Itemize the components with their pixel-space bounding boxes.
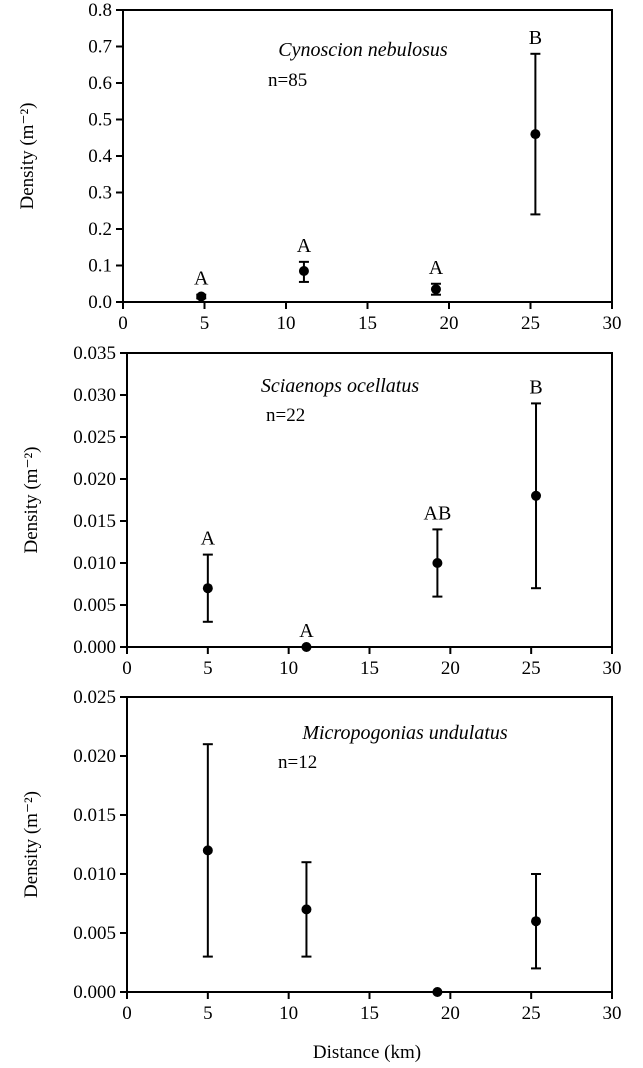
y-tick-label: 0.035: [73, 343, 116, 364]
significance-letter: A: [201, 528, 216, 550]
y-tick-label: 0.010: [73, 553, 116, 574]
significance-letter: B: [529, 27, 542, 49]
y-tick-label: 0.010: [73, 864, 116, 885]
y-tick-label: 0.000: [73, 982, 116, 1003]
x-tick-label: 0: [122, 1003, 132, 1024]
x-tick-label: 15: [360, 1003, 379, 1024]
y-tick-label: 0.020: [73, 746, 116, 767]
data-point: [301, 642, 312, 652]
y-tick-label: 0.025: [73, 687, 116, 708]
x-tick-label: 5: [203, 1003, 213, 1024]
y-tick-label: 0.7: [88, 37, 112, 58]
y-axis-title: Density (m⁻²): [17, 102, 38, 209]
y-tick-label: 0.000: [73, 637, 116, 658]
y-tick-label: 0.1: [88, 256, 112, 277]
significance-letter: AB: [424, 502, 452, 524]
x-tick-label: 10: [279, 658, 298, 679]
y-tick-label: 0.0: [88, 292, 112, 313]
x-tick-label: 25: [522, 1003, 541, 1024]
panel-3: 0.000 0.005 0.010 0.015 0.020 0.025 0 5 10 15 20 25…: [21, 687, 622, 1024]
sample-size-label: n=85: [268, 70, 307, 91]
data-point: [432, 987, 443, 997]
x-tick-label: 25: [521, 313, 540, 334]
data-point: [432, 558, 443, 568]
x-tick-label: 20: [440, 313, 459, 334]
data-point: [531, 490, 542, 501]
x-tick-label: 0: [122, 658, 132, 679]
y-tick-label: 0.015: [73, 805, 116, 826]
x-tick-label: 30: [603, 1003, 622, 1024]
x-axis-title: Distance (km): [313, 1042, 421, 1063]
y-tick-label: 0.3: [88, 183, 112, 204]
y-tick-label: 0.005: [73, 595, 116, 616]
y-axis-title: Density (m⁻²): [21, 446, 42, 553]
panel-2: 0.000 0.005 0.010 0.015 0.020 0.025 0.030 0.035…: [21, 343, 622, 679]
y-tick-label: 0.4: [88, 146, 112, 167]
data-point: [530, 129, 541, 140]
x-tick-label: 15: [360, 658, 379, 679]
x-tick-label: 5: [203, 658, 213, 679]
x-tick-label: 0: [118, 313, 128, 334]
species-title: Sciaenops ocellatus: [261, 375, 420, 397]
x-tick-label: 30: [603, 658, 622, 679]
significance-letter: A: [194, 268, 209, 290]
y-tick-label: 0.5: [88, 110, 112, 131]
y-tick-label: 0.2: [88, 219, 112, 240]
sample-size-label: n=22: [266, 405, 305, 426]
x-tick-label: 20: [441, 1003, 460, 1024]
data-point: [531, 916, 542, 927]
x-tick-label: 30: [603, 313, 622, 334]
x-tick-label: 20: [441, 658, 460, 679]
x-tick-label: 10: [277, 313, 296, 334]
panel-1: 0.0 0.1 0.2 0.3 0.4 0.5 0.6 0.7 0.8 0 5 10 15 20 25 30 D…: [17, 0, 622, 334]
y-tick-label: 0.6: [88, 73, 112, 94]
y-tick-label: 0.8: [88, 0, 112, 21]
data-point: [202, 583, 213, 594]
data-point: [298, 265, 309, 276]
significance-letter: A: [429, 257, 444, 279]
x-tick-label: 15: [358, 313, 377, 334]
significance-letter: B: [529, 376, 542, 398]
x-tick-label: 25: [522, 658, 541, 679]
y-tick-label: 0.020: [73, 469, 116, 490]
panels: 0.0 0.1 0.2 0.3 0.4 0.5 0.6 0.7 0.8 0 5 10 15 20 25 30 D…: [17, 0, 622, 1024]
significance-letter: A: [299, 620, 314, 642]
data-point: [202, 845, 213, 856]
data-point: [301, 904, 312, 915]
sample-size-label: n=12: [278, 752, 317, 773]
y-tick-label: 0.005: [73, 923, 116, 944]
species-title: Micropogonias undulatus: [301, 722, 508, 744]
species-title: Cynoscion nebulosus: [278, 39, 448, 61]
y-tick-label: 0.030: [73, 385, 116, 406]
x-tick-label: 5: [200, 313, 210, 334]
significance-letter: A: [297, 235, 312, 257]
data-point: [196, 291, 207, 302]
y-tick-label: 0.025: [73, 427, 116, 448]
data-point: [430, 284, 441, 295]
x-tick-label: 10: [279, 1003, 298, 1024]
y-axis-title: Density (m⁻²): [21, 791, 42, 898]
y-tick-label: 0.015: [73, 511, 116, 532]
